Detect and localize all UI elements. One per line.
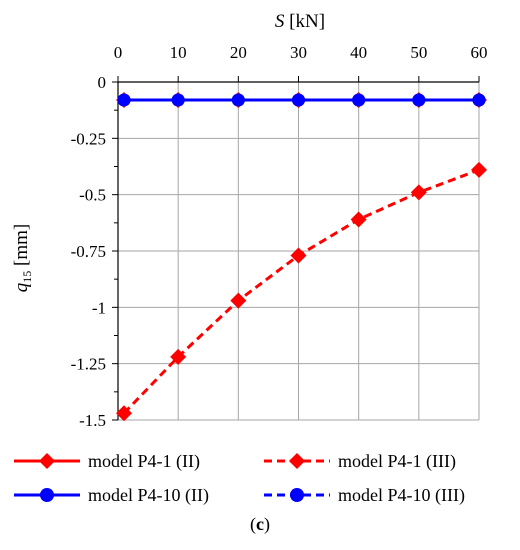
data-point-diamond [170, 348, 187, 365]
legend-swatch-p4-10-iii [264, 488, 330, 502]
y-axis-title: q15 [mm] [11, 224, 34, 292]
chart: 0 10 20 30 40 50 600-0.25-0.5-0.75-1-1.25-1.5 … [11, 11, 488, 430]
data-point-circle [117, 93, 131, 107]
legend-swatch-p4-1-iii [264, 453, 330, 469]
data-point-diamond [350, 211, 367, 228]
legend-item-p4-10-iii: model P4-10 (III) [262, 485, 512, 506]
data-point-circle [412, 93, 426, 107]
data-point-circle [352, 93, 366, 107]
x-tick-label: 30 [290, 43, 307, 62]
x-tick-label: 0 [114, 43, 123, 62]
data-point-diamond [116, 405, 133, 422]
data-point-circle [171, 93, 185, 107]
series-model-p4-10-ii [117, 93, 486, 107]
legend: model P4-1 (II) model P4-1 (III) model P… [12, 444, 512, 512]
x-tick-label: 40 [350, 43, 367, 62]
y-tick-label: -0.5 [79, 186, 106, 205]
series-model-p4-1-iii [116, 161, 487, 422]
legend-label: model P4-1 (II) [88, 450, 200, 471]
series-line [122, 168, 480, 415]
y-tick-label: -0.25 [71, 129, 106, 148]
legend-item-p4-10-ii: model P4-10 (II) [12, 485, 262, 506]
legend-row: model P4-1 (II) model P4-1 (III) [12, 444, 512, 478]
tick-labels: 0 10 20 30 40 50 60 0 -0.25 -0.5 -0.75 -1 -1.25 -1.5 [71, 43, 488, 430]
legend-label: model P4-1 (III) [338, 450, 456, 471]
x-tick-label: 10 [170, 43, 187, 62]
x-tick-label: 60 [471, 43, 488, 62]
y-tick-label: -1.5 [79, 411, 106, 430]
y-tick-label: -1.25 [71, 355, 106, 374]
data-point-diamond [230, 292, 247, 309]
grid [117, 81, 480, 421]
x-axis-title: S [kN] [275, 11, 325, 32]
legend-label: model P4-10 (II) [88, 484, 209, 505]
legend-row: model P4-10 (II) model P4-10 (III) [12, 478, 512, 512]
y-tick-label: -1 [92, 298, 106, 317]
series-layer [116, 92, 487, 422]
legend-swatch-p4-1-ii [14, 453, 80, 469]
data-point-circle [231, 93, 245, 107]
data-point-diamond [471, 161, 487, 178]
y-tick-label: 0 [98, 73, 107, 92]
x-tick-label: 50 [410, 43, 427, 62]
data-point-circle [472, 93, 486, 107]
axes [112, 76, 480, 421]
legend-item-p4-1-iii: model P4-1 (III) [262, 451, 512, 472]
legend-swatch-p4-10-ii [14, 488, 80, 502]
data-point-diamond [410, 184, 427, 201]
y-tick-label: -0.75 [71, 242, 106, 261]
x-tick-label: 20 [230, 43, 247, 62]
data-point-circle [292, 93, 305, 107]
legend-label: model P4-10 (III) [338, 484, 465, 505]
data-point-diamond [290, 247, 307, 264]
figure-caption: (c) [250, 514, 270, 534]
legend-item-p4-1-ii: model P4-1 (II) [12, 451, 262, 472]
